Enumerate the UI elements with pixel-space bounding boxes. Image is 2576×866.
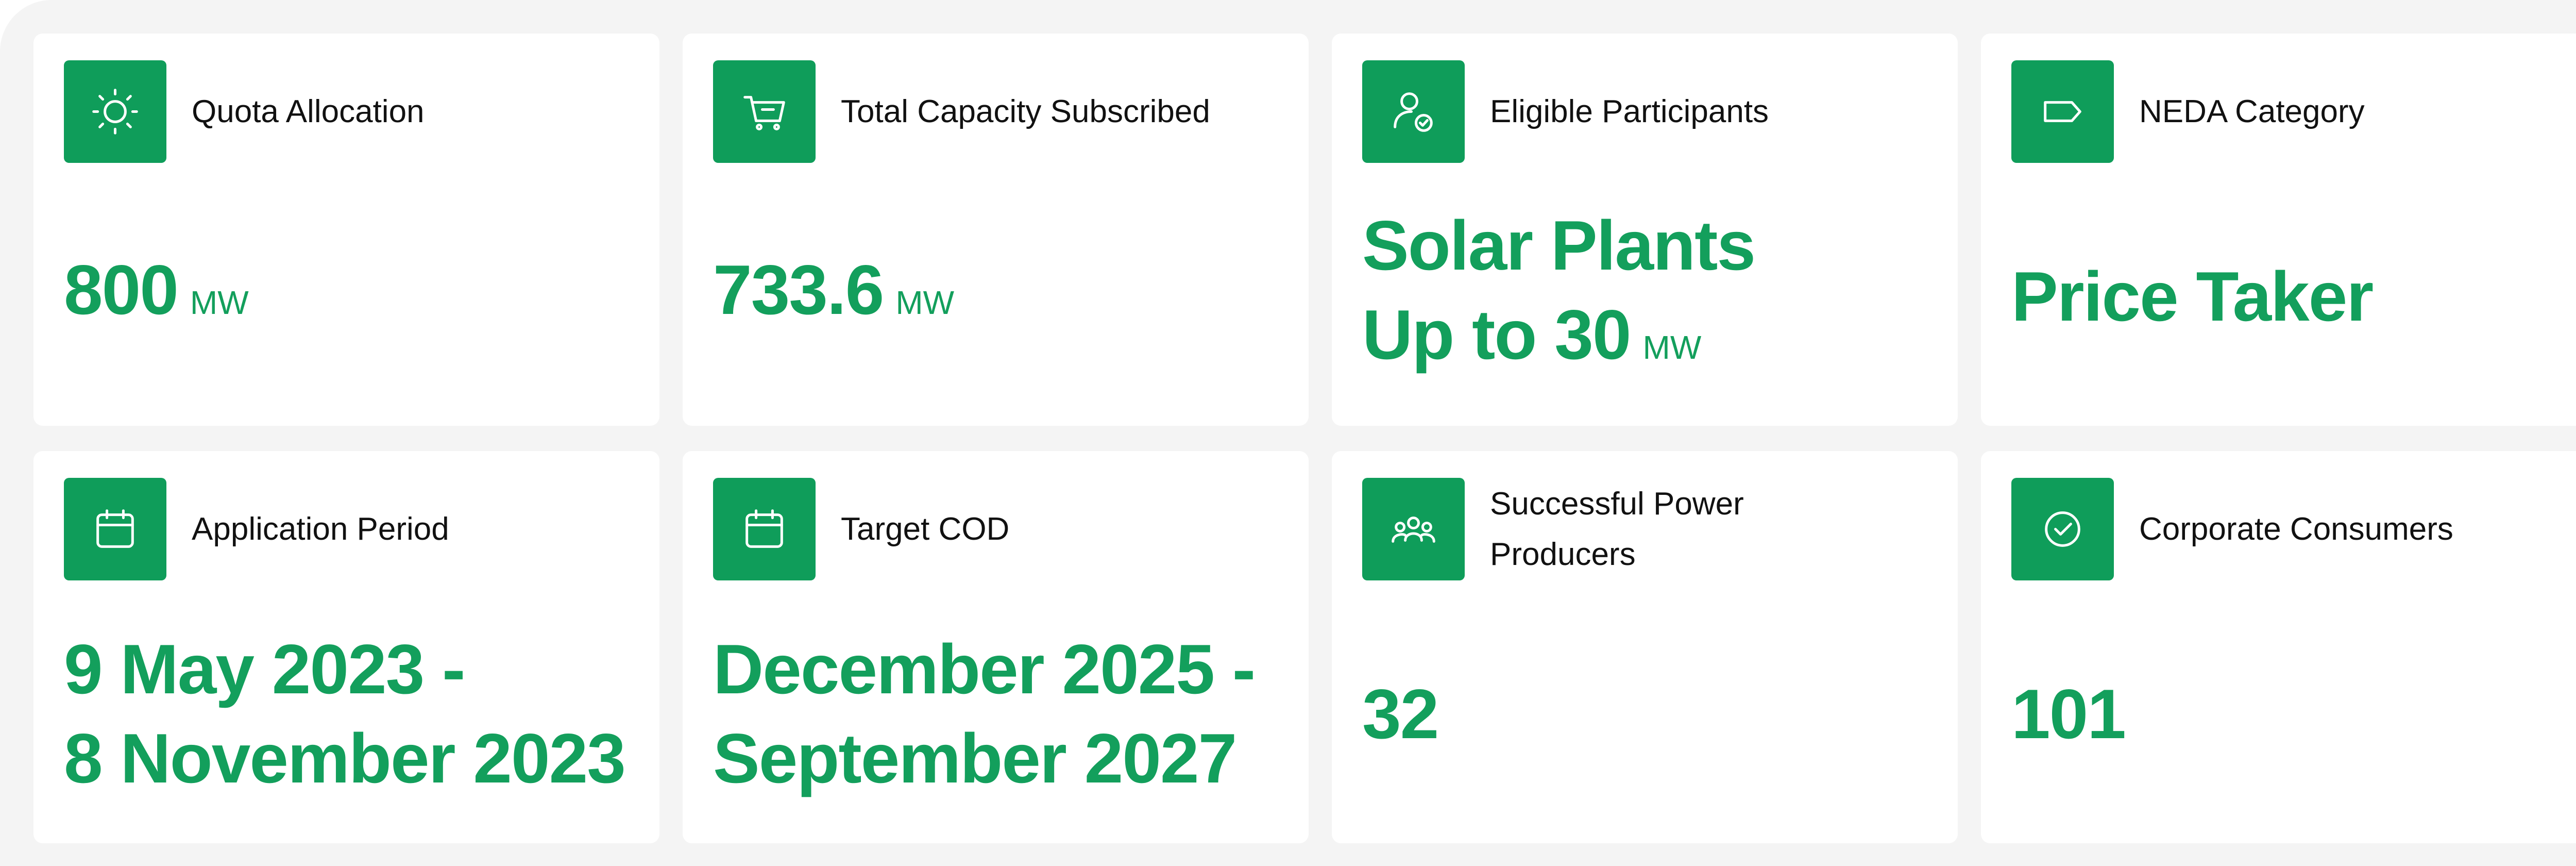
stat-card: Total Capacity Subscribed 733.6 MW [683,34,1309,426]
icon-glyph [1392,517,1435,543]
card-value: Solar Plants Up to 30 MW [1362,162,1937,430]
value-line: Up to 30 MW [1362,290,1937,392]
card-value: 32 [1362,580,1937,848]
value-unit: MW [190,284,249,321]
icon-glyph [2044,101,2081,122]
card-icon [713,478,816,580]
icon-glyph [743,96,785,130]
card-icon [64,478,166,580]
value-line: Solar Plants [1362,201,1937,290]
value-line: December 2025 - [713,625,1288,714]
card-value: Price Taker [2011,162,2576,430]
card-icon [713,60,816,163]
stat-card: Application Period 9 May 2023 - 8 November… [33,451,659,843]
card-value: 9 May 2023 - 8 November 2023 [64,580,639,848]
card-icon [2011,60,2114,163]
icon-glyph [745,509,783,548]
stat-card: Corporate Consumers 101 [1981,451,2576,843]
icon-glyph [96,509,134,548]
stat-card: Successful Power Producers 32 [1332,451,1958,843]
value-text: 733.6 [713,251,884,329]
icon-glyph [2045,511,2080,547]
value-text: 8 November 2023 [64,719,626,797]
stat-card: Target COD December 2025 - September 2027 [683,451,1309,843]
card-icon [2011,478,2114,580]
value-text: 32 [1362,674,1439,753]
icon-glyph [1394,92,1433,132]
value-line: 9 May 2023 - [64,625,639,714]
value-line: 800 MW [64,245,639,347]
value-unit: MW [895,284,955,321]
stat-card: NEDA Category Price Taker [1981,34,2576,426]
value-line: 32 [1362,670,1937,759]
stat-card: Quota Allocation 800 MW [33,34,659,426]
card-title: Eligible Participants [1490,93,1769,129]
value-text: December 2025 - [713,630,1256,708]
value-text: Up to 30 [1362,295,1631,374]
card-title: Successful Power Producers [1490,486,1744,572]
value-line: 8 November 2023 [64,714,639,803]
card-title: NEDA Category [2139,93,2365,129]
value-text: 9 May 2023 - [64,630,465,708]
card-value: 733.6 MW [713,162,1288,430]
card-icon [1362,478,1465,580]
card-title: Total Capacity Subscribed [841,93,1210,129]
value-text: Price Taker [2011,257,2374,336]
stat-card: Eligible Participants Solar Plants Up to 3… [1332,34,1958,426]
value-line: 101 [2011,670,2576,759]
value-text: Solar Plants [1362,206,1756,285]
card-title: Quota Allocation [192,93,425,129]
card-value: 800 MW [64,162,639,430]
value-unit: MW [1642,328,1702,366]
value-line: 733.6 MW [713,245,1288,347]
value-line: Price Taker [2011,252,2576,341]
icon-glyph [92,89,138,135]
value-line: September 2027 [713,714,1288,803]
card-value: December 2025 - September 2027 [713,580,1288,848]
card-icon [1362,60,1465,163]
card-title: Corporate Consumers [2139,511,2453,547]
card-title: Target COD [841,511,1010,547]
value-text: 101 [2011,674,2126,753]
card-value: 101 [2011,580,2576,848]
card-icon [64,60,166,163]
value-text: September 2027 [713,719,1237,797]
card-title: Application Period [192,511,449,547]
value-text: 800 [64,251,179,329]
